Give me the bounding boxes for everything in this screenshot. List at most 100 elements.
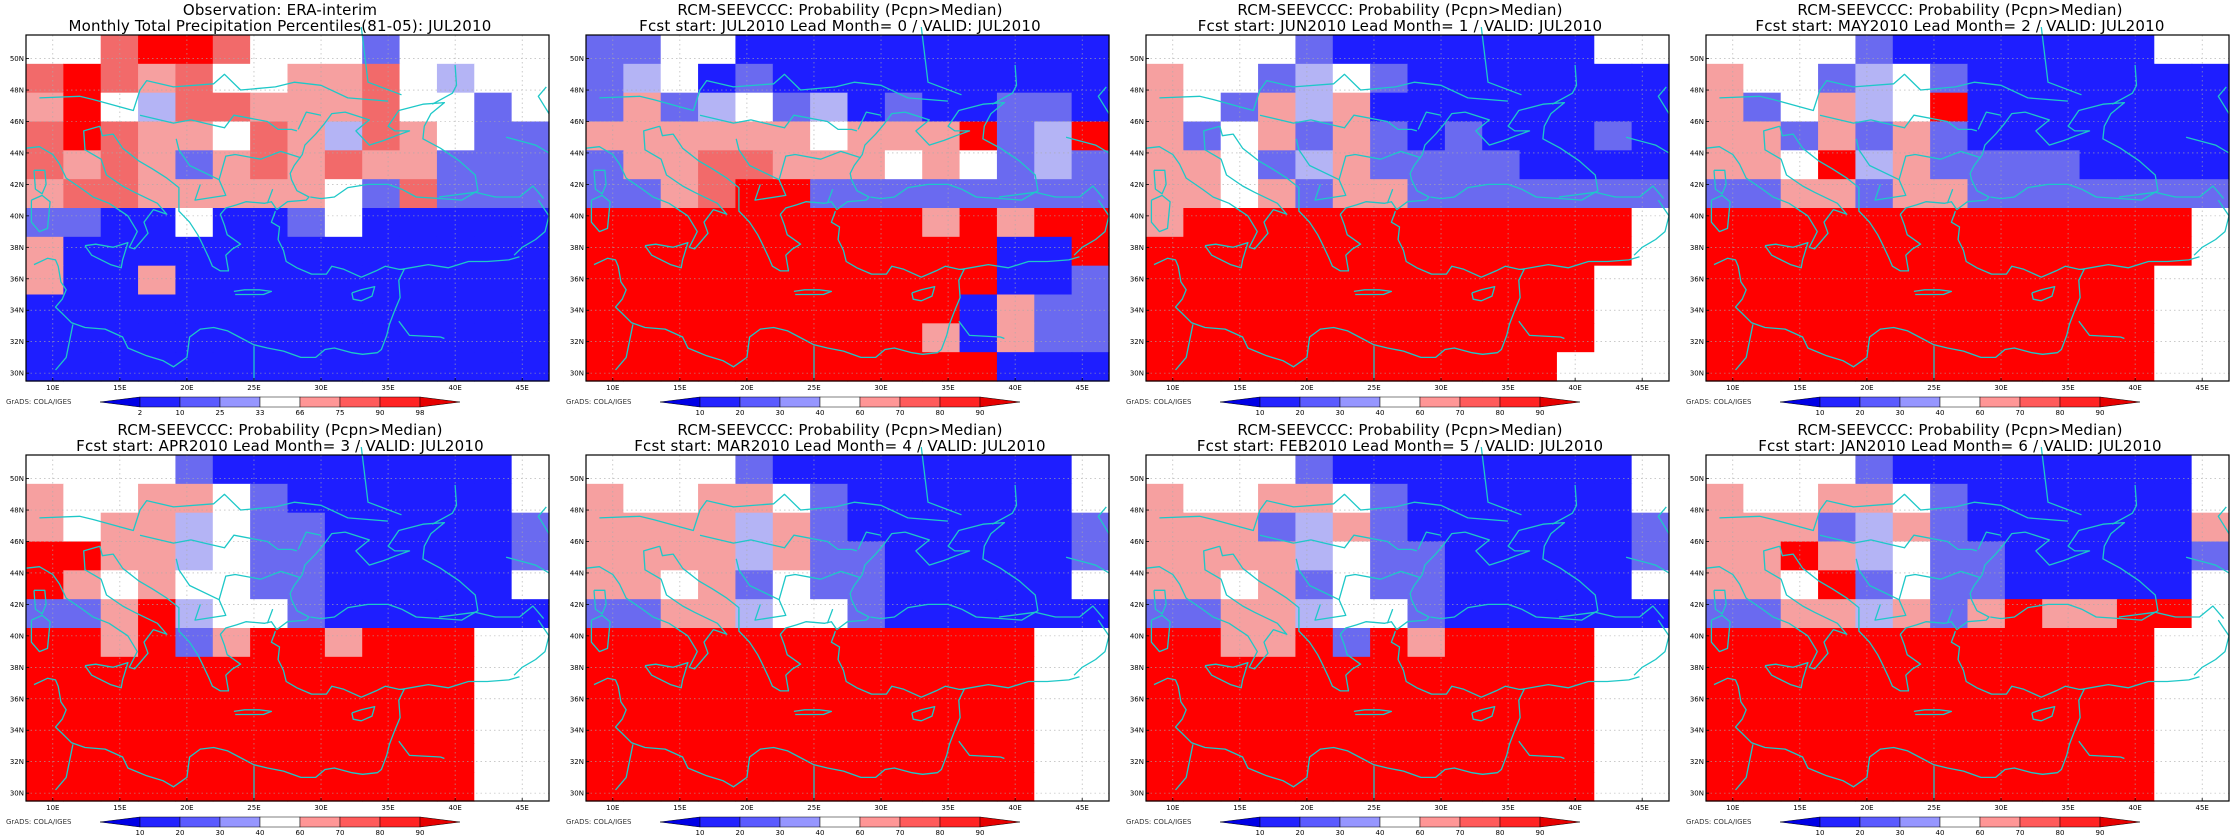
lat-label: 50N <box>10 55 24 63</box>
colorbar-label: 20 <box>736 409 745 417</box>
lat-label: 48N <box>10 87 24 95</box>
grid-cell <box>1183 208 1222 238</box>
grid-cell <box>63 599 102 629</box>
grid-cell <box>1706 743 1744 773</box>
lon-label: 45E <box>1636 384 1649 392</box>
grid-cell <box>2079 772 2118 802</box>
grid-cell <box>474 208 513 238</box>
grid-cell <box>1258 236 1297 267</box>
grid-cell <box>586 179 624 209</box>
lat-label: 44N <box>1690 149 1704 157</box>
grid-cell <box>1706 179 1744 209</box>
grid-cell <box>1706 236 1744 267</box>
grid-cell <box>1183 541 1222 571</box>
grid-cell <box>1780 265 1819 296</box>
grid-cell <box>1519 570 1558 600</box>
grid-cell <box>1855 63 1894 94</box>
grid-cell <box>2116 512 2155 543</box>
grid-cell <box>996 352 1035 382</box>
grid-cell <box>623 541 662 571</box>
grid-cell <box>1519 772 1558 802</box>
grid-cell <box>511 512 550 543</box>
grid-cell <box>2042 63 2081 94</box>
grid-cell <box>1519 236 1558 267</box>
lat-label: 36N <box>1130 695 1144 703</box>
colorbar-label: 90 <box>376 409 385 417</box>
lat-label: 46N <box>570 538 584 546</box>
lat-label: 50N <box>1130 55 1144 63</box>
grid-cell <box>287 772 326 802</box>
grid-cell <box>884 512 923 543</box>
grid-cell <box>1818 179 1857 209</box>
grid-cell <box>810 208 849 238</box>
colorbar-label: 40 <box>1936 829 1945 837</box>
grid-cell <box>1519 208 1558 238</box>
lat-label: 32N <box>570 758 584 766</box>
grid-cell <box>996 541 1035 571</box>
grid-cell <box>959 236 998 267</box>
lat-label: 50N <box>1130 475 1144 483</box>
grid-cell <box>1034 121 1073 151</box>
grid-cell <box>772 208 811 238</box>
grid-cell <box>1519 150 1558 180</box>
grid-cell <box>1370 599 1409 629</box>
grid-cell <box>63 483 102 514</box>
lon-label: 45E <box>2196 384 2209 392</box>
grid-cell <box>1258 743 1297 773</box>
grid-cell <box>2004 512 2043 543</box>
colorbar: 10 20 30 40 60 70 80 90 <box>1779 816 2141 837</box>
lat-label: 42N <box>1690 601 1704 609</box>
colorbar-label: 80 <box>1496 409 1505 417</box>
grid-cell <box>474 63 513 94</box>
grid-cell <box>1146 121 1184 151</box>
grid-cell <box>2042 352 2081 382</box>
grid-cell <box>2116 150 2155 180</box>
grid-cell <box>1930 656 1969 687</box>
grid-cell <box>474 743 513 773</box>
grid-cell <box>2042 294 2081 324</box>
grid-cell <box>399 179 438 209</box>
grid-cell <box>2004 294 2043 324</box>
grid-cell <box>1556 628 1595 658</box>
grid-cell <box>1594 323 1633 353</box>
grid-cell <box>1743 35 1782 65</box>
grid-cell <box>2004 656 2043 687</box>
grid-cell <box>1631 512 1670 543</box>
grid-cell <box>1407 656 1446 687</box>
grid-cell <box>212 743 251 773</box>
grid-cell <box>847 92 886 123</box>
grid-cell <box>399 92 438 123</box>
grid-cell <box>698 294 737 324</box>
map-frame <box>1705 454 2230 802</box>
grid-cell <box>474 35 513 65</box>
grid-cell <box>1034 455 1073 485</box>
grid-cell <box>1631 570 1670 600</box>
lat-label: 48N <box>570 87 584 95</box>
grid-cell <box>1444 236 1483 267</box>
grid-cell <box>922 743 961 773</box>
grid-cell <box>511 743 550 773</box>
grid-cell <box>2004 628 2043 658</box>
grid-cell <box>1706 121 1744 151</box>
grid-cell <box>212 628 251 658</box>
grid-cell <box>399 656 438 687</box>
colorbar-label: 60 <box>856 829 865 837</box>
grid-cell <box>996 265 1035 296</box>
grid-cell <box>1967 236 2006 267</box>
lat-label: 34N <box>1690 307 1704 315</box>
grid-cell <box>623 179 662 209</box>
colorbar-label: 66 <box>296 409 305 417</box>
grid-cell <box>586 483 624 514</box>
panel-subtitle: Monthly Total Precipitation Percentiles(… <box>68 17 492 35</box>
grid-cell <box>1444 570 1483 600</box>
grid-cell <box>1034 541 1073 571</box>
grid-cell <box>100 685 139 716</box>
lat-label: 40N <box>1130 212 1144 220</box>
lat-label: 36N <box>570 695 584 703</box>
grid-cell <box>1706 483 1744 514</box>
grid-cell <box>922 150 961 180</box>
grid-cell <box>698 352 737 382</box>
lat-label: 38N <box>10 664 24 672</box>
grid-cell <box>362 570 401 600</box>
grid-cell <box>2116 294 2155 324</box>
